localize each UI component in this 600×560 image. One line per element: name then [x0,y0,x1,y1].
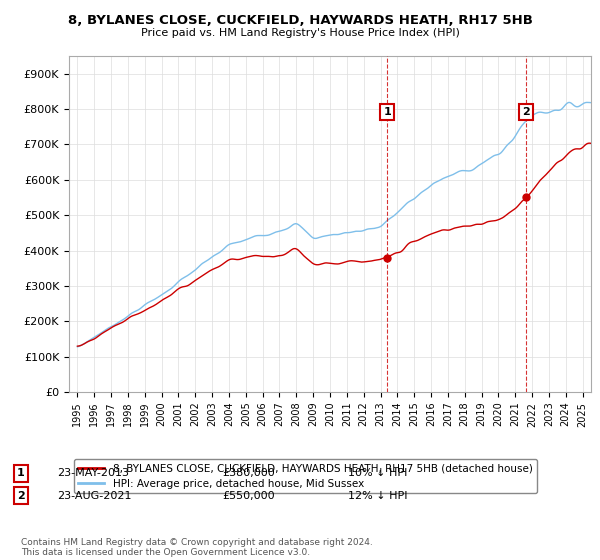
Text: 8, BYLANES CLOSE, CUCKFIELD, HAYWARDS HEATH, RH17 5HB: 8, BYLANES CLOSE, CUCKFIELD, HAYWARDS HE… [68,14,532,27]
Text: 23-AUG-2021: 23-AUG-2021 [57,491,131,501]
Text: £380,000: £380,000 [222,468,275,478]
Text: 12% ↓ HPI: 12% ↓ HPI [348,491,407,501]
Legend: 8, BYLANES CLOSE, CUCKFIELD, HAYWARDS HEATH, RH17 5HB (detached house), HPI: Ave: 8, BYLANES CLOSE, CUCKFIELD, HAYWARDS HE… [74,459,537,493]
Text: 23-MAY-2013: 23-MAY-2013 [57,468,129,478]
Text: Contains HM Land Registry data © Crown copyright and database right 2024.
This d: Contains HM Land Registry data © Crown c… [21,538,373,557]
Text: 1: 1 [383,107,391,117]
Text: 1: 1 [17,468,25,478]
Text: 2: 2 [17,491,25,501]
Text: £550,000: £550,000 [222,491,275,501]
Text: 10% ↓ HPI: 10% ↓ HPI [348,468,407,478]
Text: 2: 2 [522,107,530,117]
Text: Price paid vs. HM Land Registry's House Price Index (HPI): Price paid vs. HM Land Registry's House … [140,28,460,38]
